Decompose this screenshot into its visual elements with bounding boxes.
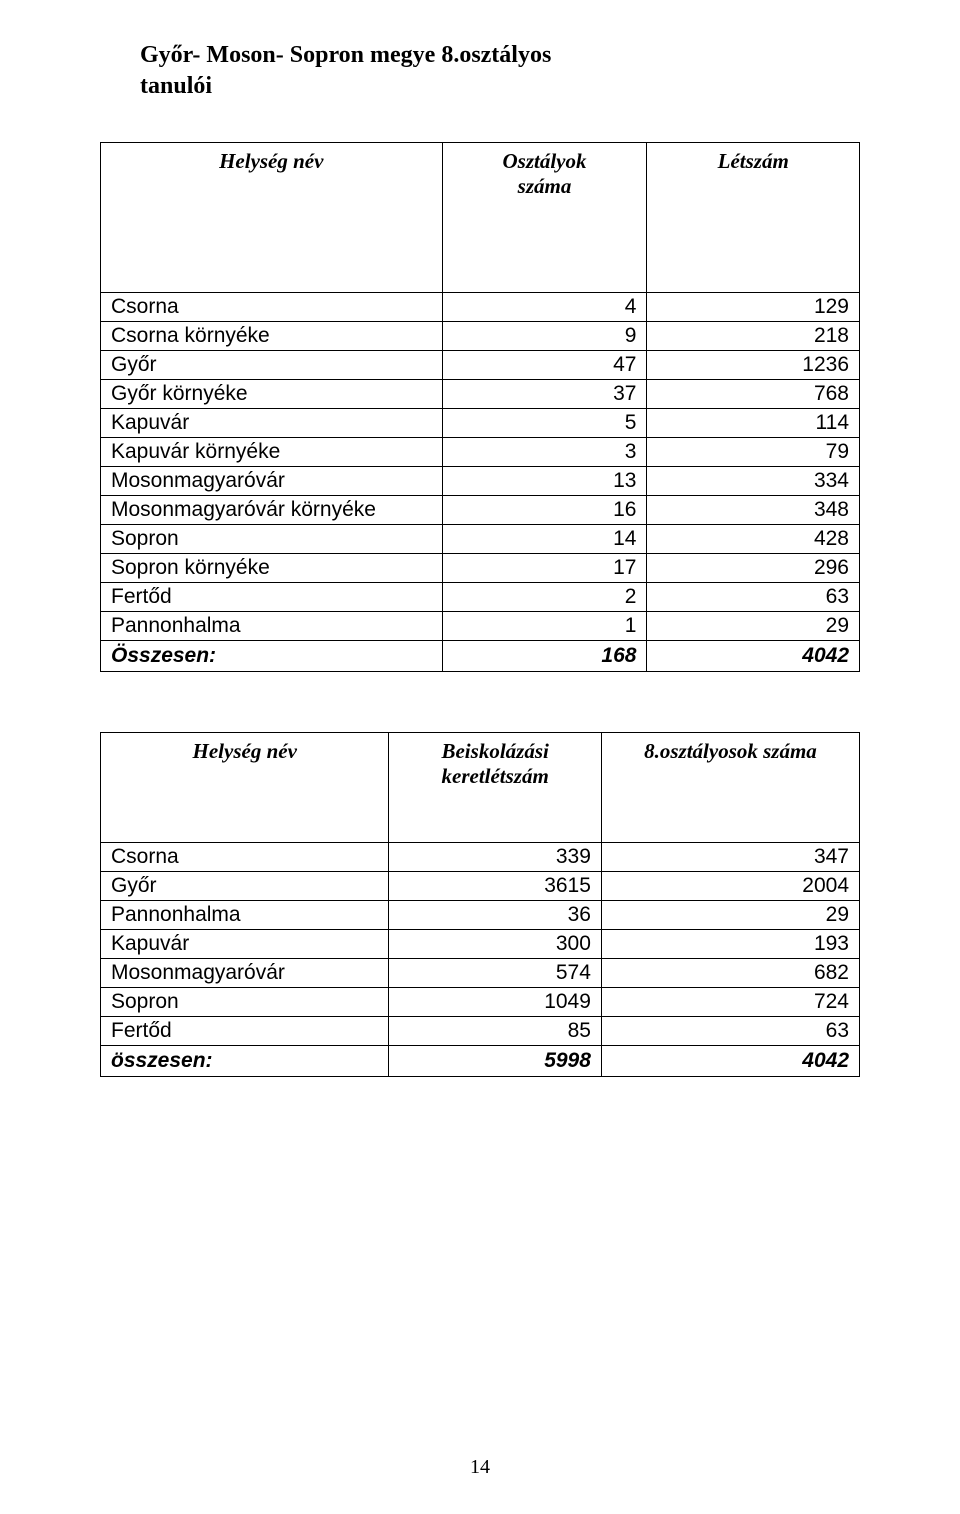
table-row: Sopron környéke17296 [101,554,860,583]
row-value-b: 218 [647,322,860,351]
title-line-1: Győr- Moson- Sopron megye 8.osztályos [140,40,860,71]
table-row: Csorna környéke9218 [101,322,860,351]
table-row: Pannonhalma129 [101,612,860,641]
row-name: Csorna [101,843,389,872]
row-value-b: 29 [601,901,859,930]
table-row: Sopron1049724 [101,988,860,1017]
row-value-b: 79 [647,438,860,467]
table2-header-eighth-grade: 8.osztályosok száma [601,733,859,843]
table1-header-location: Helység név [101,143,443,293]
table-row: Győr36152004 [101,872,860,901]
row-value-a: 3615 [389,872,602,901]
row-value-a: 1049 [389,988,602,1017]
row-value-a: 3 [442,438,647,467]
row-value-a: 9 [442,322,647,351]
row-name: Kapuvár [101,930,389,959]
row-name: Sopron [101,525,443,554]
row-value-b: 29 [647,612,860,641]
row-value-b: 63 [647,583,860,612]
row-value-a: 13 [442,467,647,496]
table1-total-a: 168 [442,641,647,672]
row-value-b: 2004 [601,872,859,901]
table2-total-a: 5998 [389,1046,602,1077]
row-name: Pannonhalma [101,901,389,930]
row-name: Mosonmagyaróvár [101,467,443,496]
table-row: Mosonmagyaróvár környéke16348 [101,496,860,525]
table-row: Pannonhalma3629 [101,901,860,930]
row-value-a: 300 [389,930,602,959]
row-name: Mosonmagyaróvár környéke [101,496,443,525]
table-row: Győr471236 [101,351,860,380]
row-value-a: 36 [389,901,602,930]
row-name: Sopron [101,988,389,1017]
row-value-b: 428 [647,525,860,554]
table2-total-b: 4042 [601,1046,859,1077]
row-value-a: 5 [442,409,647,438]
table-row: Kapuvár5114 [101,409,860,438]
row-value-b: 724 [601,988,859,1017]
row-value-b: 193 [601,930,859,959]
document-title: Győr- Moson- Sopron megye 8.osztályos ta… [140,40,860,102]
table-row: Mosonmagyaróvár574682 [101,959,860,988]
row-value-a: 17 [442,554,647,583]
row-value-b: 129 [647,293,860,322]
row-value-a: 16 [442,496,647,525]
row-value-b: 114 [647,409,860,438]
row-name: Sopron környéke [101,554,443,583]
row-name: Kapuvár környéke [101,438,443,467]
table2-header-enrollment: Beiskolázásikeretlétszám [389,733,602,843]
row-name: Győr [101,872,389,901]
table2-total-label: összesen: [101,1046,389,1077]
table-row: Kapuvár300193 [101,930,860,959]
row-name: Kapuvár [101,409,443,438]
row-value-a: 574 [389,959,602,988]
row-value-a: 1 [442,612,647,641]
title-line-2: tanulói [140,71,860,102]
table-row: Sopron14428 [101,525,860,554]
table-row: Győr környéke37768 [101,380,860,409]
row-value-b: 334 [647,467,860,496]
table-row: Fertőd8563 [101,1017,860,1046]
row-value-a: 37 [442,380,647,409]
row-value-a: 4 [442,293,647,322]
table1-header-classes: Osztályokszáma [442,143,647,293]
row-value-b: 347 [601,843,859,872]
table1-total-label: Összesen: [101,641,443,672]
table1-header-count: Létszám [647,143,860,293]
row-value-b: 768 [647,380,860,409]
row-value-a: 2 [442,583,647,612]
row-value-a: 47 [442,351,647,380]
row-name: Fertőd [101,1017,389,1046]
row-name: Pannonhalma [101,612,443,641]
row-name: Fertőd [101,583,443,612]
row-value-a: 14 [442,525,647,554]
table2-header-location: Helység név [101,733,389,843]
table-row: Csorna4129 [101,293,860,322]
table1-total-b: 4042 [647,641,860,672]
row-name: Csorna [101,293,443,322]
row-name: Győr környéke [101,380,443,409]
row-name: Győr [101,351,443,380]
row-value-b: 682 [601,959,859,988]
table-row: Csorna339347 [101,843,860,872]
row-value-a: 85 [389,1017,602,1046]
table-row: Kapuvár környéke379 [101,438,860,467]
row-name: Csorna környéke [101,322,443,351]
row-value-b: 296 [647,554,860,583]
table-2: Helység név Beiskolázásikeretlétszám 8.o… [100,732,860,1077]
table-1: Helység név Osztályokszáma Létszám Csorn… [100,142,860,672]
row-value-b: 1236 [647,351,860,380]
row-value-b: 63 [601,1017,859,1046]
table-row: Fertőd263 [101,583,860,612]
row-value-b: 348 [647,496,860,525]
page-number: 14 [0,1456,960,1479]
row-name: Mosonmagyaróvár [101,959,389,988]
row-value-a: 339 [389,843,602,872]
table-row: Mosonmagyaróvár13334 [101,467,860,496]
